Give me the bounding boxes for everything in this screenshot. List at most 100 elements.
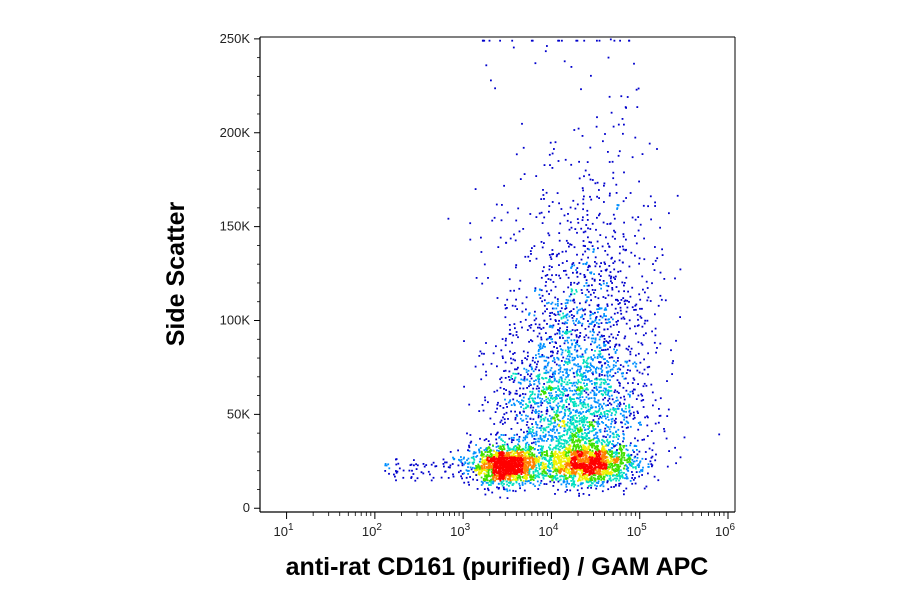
event-dot: [537, 380, 540, 383]
event-dot: [565, 452, 567, 455]
event-dot: [613, 391, 616, 393]
event-dot: [554, 435, 556, 438]
event-dot: [543, 216, 546, 219]
event-dot: [532, 461, 535, 463]
event-dot: [483, 488, 486, 490]
event-dot: [572, 319, 575, 322]
event-dot: [644, 416, 646, 419]
event-dot: [610, 403, 613, 406]
event-dot: [558, 450, 561, 453]
event-dot: [531, 442, 533, 445]
event-dot: [582, 231, 585, 234]
event-dot: [605, 465, 608, 467]
event-dot: [599, 465, 602, 468]
event-dot: [532, 441, 535, 444]
event-dot: [578, 439, 581, 442]
event-dot: [522, 457, 525, 460]
event-dot: [583, 448, 585, 451]
event-dot: [653, 475, 656, 478]
event-dot: [579, 316, 582, 319]
event-dot: [611, 467, 614, 469]
event-dot: [545, 465, 547, 468]
event-dot: [553, 379, 556, 382]
event-dot: [499, 445, 502, 448]
event-dot: [512, 398, 515, 401]
event-dot: [574, 460, 576, 463]
event-dot: [601, 456, 604, 459]
event-dot: [589, 408, 592, 411]
event-dot: [557, 372, 560, 375]
event-dot: [519, 279, 522, 282]
event-dot: [578, 476, 581, 479]
event-dot: [657, 421, 660, 424]
event-dot: [468, 403, 471, 406]
event-dot: [488, 465, 491, 468]
event-dot: [601, 457, 604, 460]
event-dot: [520, 469, 522, 471]
event-dot: [496, 449, 498, 452]
event-dot: [618, 331, 620, 333]
event-dot: [488, 455, 491, 457]
event-dot: [579, 453, 581, 455]
event-dot: [468, 469, 470, 472]
event-dot: [601, 394, 604, 397]
event-dot: [610, 425, 612, 428]
event-dot: [489, 460, 491, 463]
event-dot: [558, 364, 560, 367]
event-dot: [580, 460, 583, 463]
event-dot: [568, 446, 571, 449]
event-dot: [506, 497, 509, 499]
event-dot: [617, 457, 620, 459]
event-dot: [591, 453, 594, 456]
event-dot: [573, 467, 576, 469]
event-dot: [625, 468, 628, 471]
event-dot: [560, 303, 563, 305]
event-dot: [543, 355, 545, 358]
event-dot: [543, 367, 546, 370]
event-dot: [556, 468, 558, 471]
event-dot: [595, 472, 598, 474]
event-dot: [460, 458, 463, 461]
event-dot: [609, 466, 611, 469]
event-dot: [516, 477, 519, 479]
event-dot: [587, 428, 589, 431]
event-dot: [532, 475, 535, 478]
event-dot: [529, 375, 532, 377]
event-dot: [561, 351, 564, 354]
event-dot: [542, 326, 545, 329]
event-dot: [553, 446, 555, 449]
event-dot: [574, 410, 577, 412]
event-dot: [501, 457, 504, 460]
event-dot: [595, 431, 598, 434]
event-dot: [553, 416, 555, 419]
event-dot: [593, 291, 595, 294]
event-dot: [598, 390, 601, 393]
event-dot: [590, 364, 592, 366]
event-dot: [566, 482, 569, 484]
event-dot: [494, 411, 497, 413]
event-dot: [484, 458, 487, 461]
event-dot: [591, 222, 594, 225]
event-dot: [577, 379, 580, 381]
event-dot: [545, 366, 548, 369]
event-dot: [590, 439, 593, 442]
event-dot: [559, 364, 561, 367]
event-dot: [541, 402, 544, 404]
event-dot: [613, 458, 616, 461]
event-dot: [557, 467, 560, 470]
event-dot: [591, 463, 593, 466]
event-dot: [578, 446, 580, 449]
event-dot: [504, 468, 507, 471]
event-dot: [496, 486, 498, 489]
event-dot: [628, 359, 631, 362]
event-dot: [572, 447, 575, 450]
event-dot: [601, 443, 603, 446]
event-dot: [562, 451, 565, 454]
event-dot: [535, 366, 538, 368]
event-dot: [576, 450, 579, 452]
event-dot: [559, 458, 562, 461]
event-dot: [558, 380, 561, 383]
event-dot: [603, 471, 606, 474]
event-dot: [502, 477, 505, 479]
event-dot: [578, 414, 580, 417]
